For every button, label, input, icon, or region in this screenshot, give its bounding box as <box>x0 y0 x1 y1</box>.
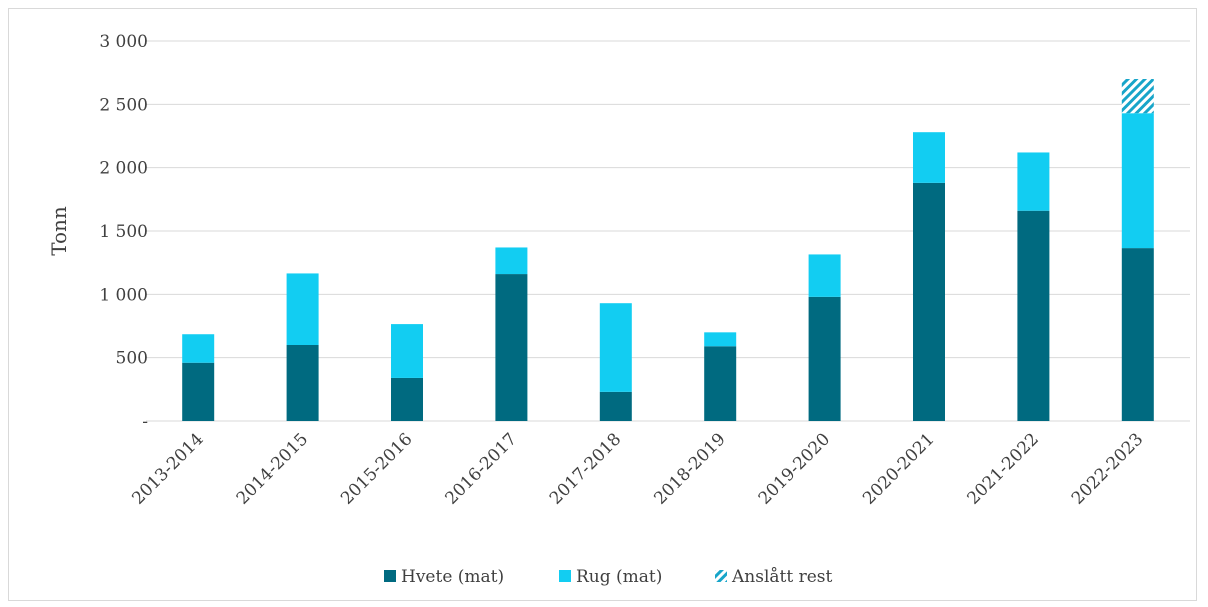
x-tick-label: 2015-2016 <box>337 429 416 508</box>
bar-segment-hvete <box>1121 248 1154 421</box>
y-tick-label: 2 000 <box>99 159 148 179</box>
legend-label: Rug (mat) <box>576 567 662 587</box>
y-tick-label: 1 000 <box>99 285 148 305</box>
bar-segment-rug <box>495 247 528 275</box>
y-axis-title: Tonn <box>47 206 71 256</box>
bar-segment-hvete <box>495 274 528 421</box>
x-tick-label: 2021-2022 <box>964 429 1043 508</box>
bar-segment-rug <box>808 254 841 297</box>
legend-swatch <box>559 570 571 582</box>
x-tick-label: 2016-2017 <box>442 429 521 508</box>
y-tick-label: 1 500 <box>99 222 148 242</box>
chart-frame <box>8 8 1197 601</box>
legend: Hvete (mat) Rug (mat) Anslått rest <box>384 567 833 587</box>
bar-segment-rug <box>704 332 737 347</box>
bar-segment-rug <box>391 324 423 378</box>
x-tick-label: 2014-2015 <box>233 429 312 508</box>
y-tick-label: 3 000 <box>99 32 148 52</box>
legend-swatch <box>715 570 727 582</box>
bar-segment-hvete <box>808 296 841 421</box>
gridlines <box>146 40 1190 422</box>
bar-segment-hvete <box>391 377 423 421</box>
bar-segment-rug <box>913 132 945 183</box>
legend-label: Hvete (mat) <box>401 567 504 587</box>
legend-swatch <box>384 570 396 582</box>
x-tick-label: 2019-2020 <box>755 429 834 508</box>
bar-segment-hvete <box>182 362 215 421</box>
y-tick-labels: - 500 1 000 1 500 2 000 2 500 3 000 <box>99 32 148 432</box>
bar-segment-rug <box>599 303 632 392</box>
bars <box>182 79 1154 421</box>
y-tick-label: - <box>142 412 148 432</box>
bar-segment-rug <box>1017 152 1050 211</box>
bar-segment-anslatt-rest <box>1121 79 1154 114</box>
x-tick-label: 2013-2014 <box>128 429 207 508</box>
y-tick-label: 500 <box>116 349 148 369</box>
bar-segment-hvete <box>286 345 319 421</box>
x-tick-label: 2017-2018 <box>546 429 625 508</box>
bar-segment-hvete <box>599 391 632 421</box>
x-tick-label: 2022-2023 <box>1068 429 1147 508</box>
x-tick-labels: 2013-2014 2014-2015 2015-2016 2016-2017 2017… <box>128 429 1147 508</box>
bar-segment-hvete <box>1017 210 1050 421</box>
bar-segment-rug <box>286 273 319 345</box>
x-tick-label: 2018-2019 <box>650 429 729 508</box>
y-tick-label: 2 500 <box>99 95 148 115</box>
bar-segment-rug <box>1121 113 1154 249</box>
bar-segment-hvete <box>913 182 945 421</box>
bar-segment-hvete <box>704 346 737 421</box>
legend-label: Anslått rest <box>731 567 833 587</box>
bar-segment-rug <box>182 334 215 363</box>
x-tick-label: 2020-2021 <box>859 429 938 508</box>
